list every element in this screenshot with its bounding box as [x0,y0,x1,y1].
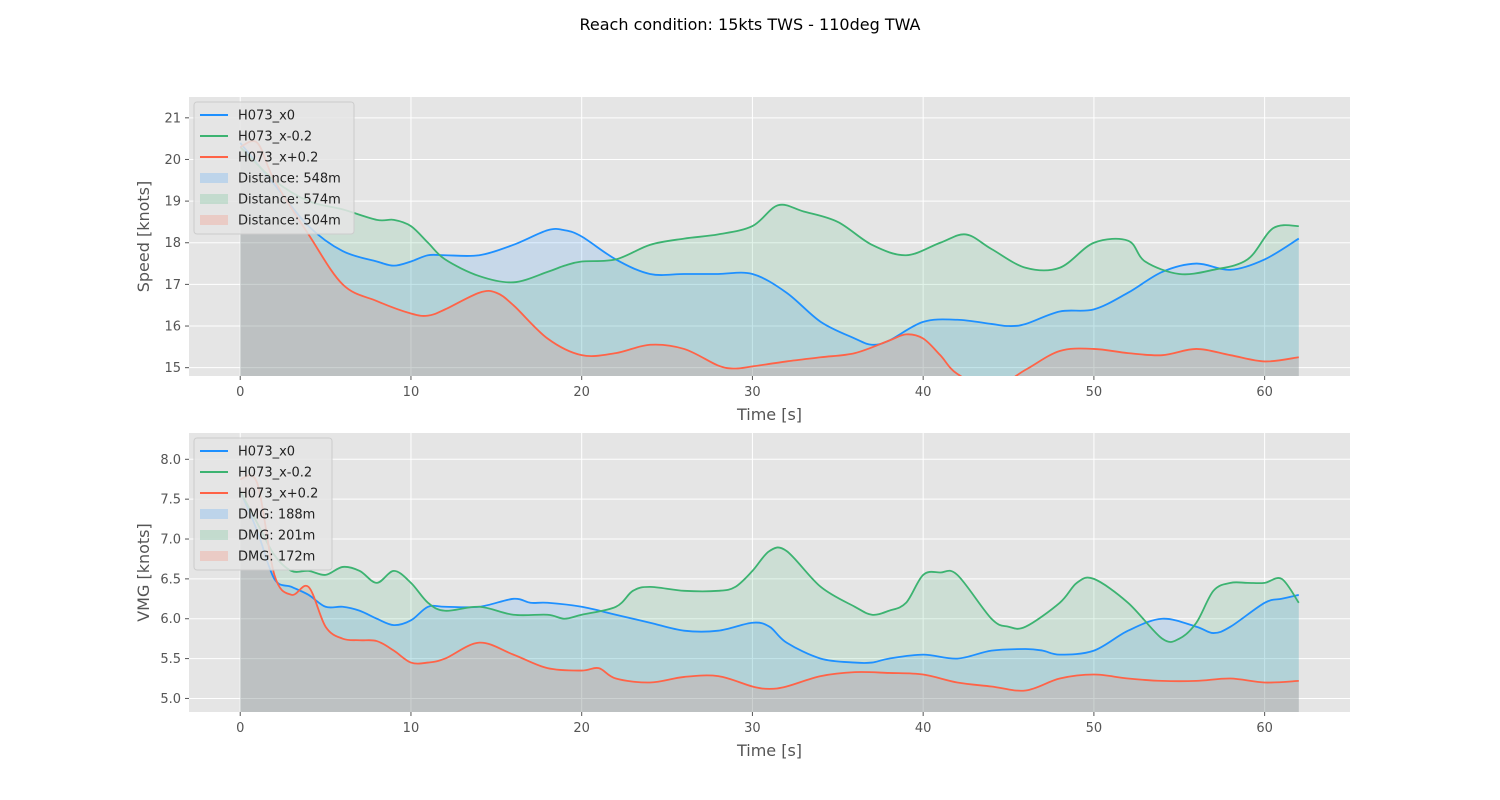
legend-swatch [200,551,228,561]
x-tick-label: 60 [1256,385,1273,400]
legend-label: Distance: 504m [238,214,341,229]
speed-chart: 0 10 20 30 40 50 60 15 16 17 18 19 20 21 Time [s] Speed… [134,97,1350,424]
y-tick-label: 7.0 [160,533,181,548]
area-fill-2 [240,141,1299,376]
x-tick-label: 0 [236,721,244,736]
legend-label: Distance: 574m [238,193,341,208]
y-tick-label: 5.0 [160,692,181,707]
figure-title: Reach condition: 15kts TWS - 110deg TWA [580,15,921,34]
legend-box [193,101,355,235]
x-tick-label: 20 [573,721,590,736]
legend-swatch [200,173,228,183]
legend-swatch [200,194,228,204]
series-line-1 [239,490,1300,643]
legend-label: H073_x-0.2 [238,466,312,481]
x-tick-label: 40 [915,385,932,400]
x-axis-label: Time [s] [736,405,802,424]
legend-label: H073_x0 [238,109,295,124]
area-fill-0 [240,142,1299,376]
y-tick-label: 15 [164,361,181,376]
y-tick-label: 19 [164,195,181,210]
y-tick-label: 8.0 [160,453,181,468]
y-tick-label: 17 [164,278,181,293]
legend-swatch [200,530,228,540]
legend-label: DMG: 172m [238,550,315,565]
legend-label: H073_x+0.2 [238,151,318,166]
y-tick-label: 20 [164,153,181,168]
y-tick-label: 7.5 [160,493,181,508]
legend-label: DMG: 188m [238,508,315,523]
legend-swatch [200,215,228,225]
vmg-chart: 0 10 20 30 40 50 60 5.0 5.5 6.0 6.5 7.0 7.5 8.0 Time [… [134,433,1350,760]
x-tick-label: 30 [744,721,761,736]
legend-label: Distance: 548m [238,172,341,187]
plot-area [189,433,1350,712]
area-fill-0 [240,491,1299,712]
area-fill-2 [240,475,1299,712]
x-axis-label: Time [s] [736,741,802,760]
area-fill-1 [240,146,1299,376]
series-line-2 [239,140,1299,376]
x-tick-label: 10 [403,385,420,400]
x-tick-label: 40 [915,721,932,736]
legend-box [193,437,333,571]
legend-label: DMG: 201m [238,529,315,544]
y-tick-label: 21 [164,111,181,126]
x-tick-label: 50 [1086,721,1103,736]
y-tick-label: 16 [164,320,181,335]
x-tick-label: 0 [236,385,244,400]
series-line-2 [240,474,1299,692]
y-tick-label: 6.0 [160,612,181,627]
x-tick-label: 10 [403,721,420,736]
x-tick-label: 30 [744,385,761,400]
legend-swatch [200,509,228,519]
legend-label: H073_x0 [238,445,295,460]
y-tick-label: 5.5 [160,652,181,667]
y-axis-label: Speed [knots] [134,181,153,293]
y-tick-label: 6.5 [160,572,181,587]
x-tick-label: 60 [1256,721,1273,736]
y-tick-label: 18 [164,236,181,251]
legend: H073_x0 H073_x-0.2 H073_x+0.2 DMG: 188m DMG:… [193,437,333,571]
legend: H073_x0 H073_x-0.2 H073_x+0.2 Distance: 548… [193,101,355,235]
x-tick-label: 20 [573,385,590,400]
area-fill-1 [240,491,1299,712]
legend-label: H073_x-0.2 [238,130,312,145]
x-tick-label: 50 [1086,385,1103,400]
series-line-0 [239,142,1300,346]
series-line-1 [239,146,1299,284]
legend-label: H073_x+0.2 [238,487,318,502]
series-line-0 [239,490,1299,664]
plot-area [189,97,1350,376]
y-axis-label: VMG [knots] [134,523,153,622]
